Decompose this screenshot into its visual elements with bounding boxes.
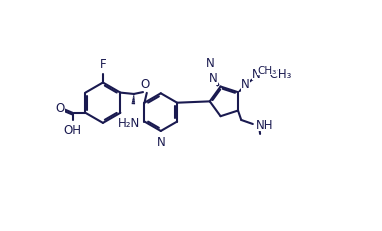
Text: OH: OH	[63, 123, 81, 136]
Text: N: N	[241, 77, 249, 90]
Text: OH: OH	[63, 123, 81, 136]
Text: O: O	[140, 78, 149, 91]
Text: O: O	[55, 101, 65, 114]
Text: F: F	[100, 58, 106, 71]
Text: H₂N: H₂N	[117, 117, 140, 130]
Text: N: N	[209, 72, 218, 85]
Text: O: O	[140, 78, 149, 91]
Text: F: F	[100, 58, 106, 71]
Text: H₂N: H₂N	[118, 117, 141, 130]
Text: N: N	[156, 135, 165, 148]
Text: NH: NH	[256, 119, 273, 131]
Text: N: N	[209, 73, 218, 85]
Text: N: N	[206, 57, 214, 70]
Text: O: O	[56, 101, 65, 114]
Text: N−CH₃: N−CH₃	[252, 68, 292, 81]
Text: CH₃: CH₃	[257, 66, 277, 76]
Text: N: N	[206, 57, 214, 70]
Text: N: N	[241, 78, 249, 91]
Text: N: N	[156, 135, 165, 148]
Text: NH: NH	[255, 119, 273, 132]
